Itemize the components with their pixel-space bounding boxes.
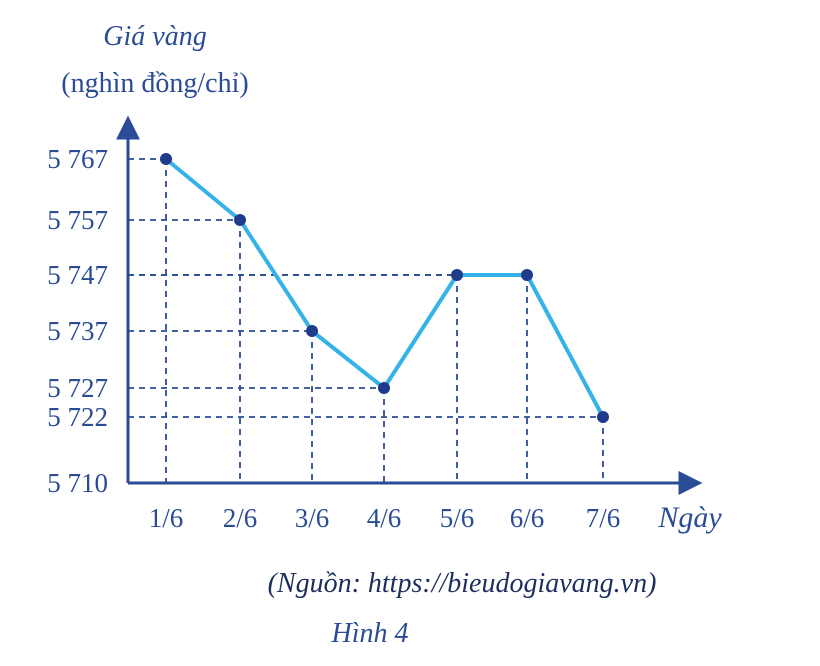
source-note: (Nguồn: https://bieudogiavang.vn) [268,568,657,599]
x-tick-label: 3/6 [295,503,330,533]
data-point [451,269,463,281]
data-point [306,325,318,337]
x-tick-label: 5/6 [440,503,475,533]
data-point [160,153,172,165]
y-tick-label: 5 737 [47,316,108,346]
x-tick-label: 7/6 [586,503,621,533]
data-points [160,153,609,423]
x-ticks: 1/6 2/6 3/6 4/6 5/6 6/6 7/6 [149,503,621,533]
y-tick-label: 5 767 [47,144,108,174]
y-tick-label: 5 757 [47,205,108,235]
series-line [164,157,605,418]
data-point [378,382,390,394]
y-tick-label: 5 710 [47,468,108,498]
y-tick-label: 5 727 [47,373,108,403]
x-tick-label: 4/6 [367,503,402,533]
x-axis-label: Ngày [657,501,722,534]
x-tick-label: 6/6 [510,503,545,533]
figure-caption: Hình 4 [331,618,409,649]
y-tick-label: 5 722 [47,402,108,432]
y-axis-label-line1: Giá vàng [103,21,206,52]
data-point [234,214,246,226]
y-tick-label: 5 747 [47,260,108,290]
guide-lines [128,158,604,483]
x-tick-label: 1/6 [149,503,184,533]
data-point [521,269,533,281]
data-point [597,411,609,423]
x-tick-label: 2/6 [223,503,258,533]
y-axis-label-line2: (nghìn đồng/chỉ) [61,68,248,99]
